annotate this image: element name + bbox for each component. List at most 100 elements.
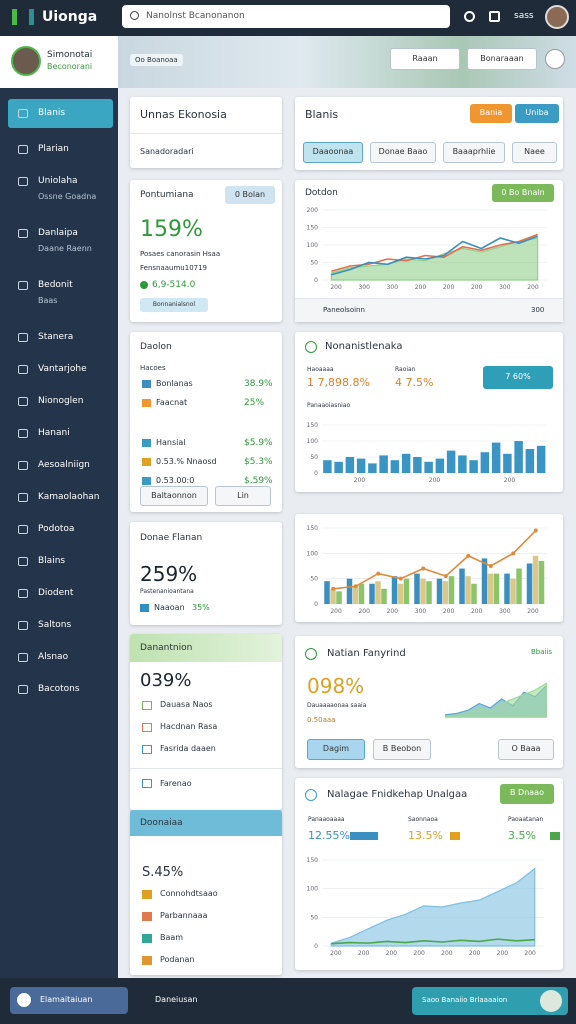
search-icon xyxy=(130,11,139,20)
list-header: Hacoes xyxy=(140,364,166,372)
button[interactable]: 7 60% xyxy=(483,366,553,389)
nav-item[interactable]: Nionoglen xyxy=(38,396,84,406)
icon xyxy=(305,789,317,801)
card-title: Danantnion xyxy=(140,643,193,653)
filter[interactable]: Raaan xyxy=(390,48,460,70)
nav-item[interactable]: Bedonit xyxy=(38,280,73,290)
nav-icon xyxy=(18,621,28,630)
row-icon xyxy=(142,477,151,485)
badge[interactable]: 0 Bolan xyxy=(225,186,275,204)
search-box[interactable]: Nanolnst Bcanonanon xyxy=(122,5,450,28)
button[interactable]: Baltaonnon xyxy=(140,486,208,506)
list-item[interactable]: Hacdnan Rasa xyxy=(160,722,218,731)
card-header xyxy=(130,634,282,662)
metric-label: Saonnaoa xyxy=(408,816,438,823)
button[interactable]: Uniba xyxy=(515,104,559,123)
stat: 6,9-514.0 xyxy=(152,280,196,290)
list-item[interactable]: Dauasa Naos xyxy=(160,700,213,709)
user[interactable]: sass xyxy=(514,11,534,21)
button[interactable]: 0 Bo Bnaln xyxy=(492,184,554,202)
list-item[interactable]: Baam xyxy=(160,933,184,942)
list-item[interactable]: Podanan xyxy=(160,955,195,964)
nav-item[interactable]: Bacotons xyxy=(38,684,80,694)
nav-item[interactable]: Vantarjohe xyxy=(38,364,87,374)
button[interactable]: Bonnanialsnol xyxy=(140,298,208,312)
metric-label: Raoian xyxy=(395,366,416,373)
button[interactable]: B Dnaao xyxy=(500,784,554,804)
header: Oo Boanoaa Raaan Bonaraaan xyxy=(118,36,576,88)
tag: Bbaiis xyxy=(531,648,553,656)
card-title: Doonaiaa xyxy=(140,818,183,828)
avatar[interactable] xyxy=(545,5,569,29)
icon[interactable] xyxy=(489,11,500,22)
nav-item[interactable]: Podotoa xyxy=(38,524,75,534)
nav-sub[interactable]: Ossne Goadna xyxy=(38,192,97,201)
row-label: Faacnat xyxy=(156,398,188,407)
icon xyxy=(142,779,152,788)
list-item[interactable]: Farenao xyxy=(160,779,192,788)
nav-item[interactable]: Alsnao xyxy=(38,652,69,662)
button[interactable]: Bania xyxy=(470,104,512,123)
button[interactable]: Elamaitaiuan xyxy=(10,987,128,1014)
button[interactable]: Saoo Banaiio Brlaaaaion xyxy=(412,987,568,1015)
nav-item[interactable]: Uniolaha xyxy=(38,176,78,186)
nav-icon xyxy=(18,109,28,118)
nav-item[interactable]: Stanera xyxy=(38,332,74,342)
tab[interactable]: Naee xyxy=(512,142,557,163)
nav-sub[interactable]: Daane Raenn xyxy=(38,244,92,253)
nav-item[interactable]: Plarian xyxy=(38,144,69,154)
row-label: Hansial xyxy=(156,438,186,447)
button[interactable]: O Baaa xyxy=(498,739,554,760)
topbar: Uionga Nanolnst Bcanonanon sass xyxy=(0,0,576,36)
list-item[interactable]: Parbannaaa xyxy=(160,911,208,920)
select[interactable]: 300 xyxy=(531,306,545,314)
nav-item[interactable]: Saltons xyxy=(38,620,72,630)
nav-item[interactable]: Kamaolaohan xyxy=(38,492,100,502)
card: Donae Flanan 259% Pastenanioantana Naaoa… xyxy=(130,522,282,625)
list-item[interactable]: Fasrida daaen xyxy=(160,744,216,753)
card-title: Nonanistlenaka xyxy=(325,341,403,352)
profile-name: Simonotai xyxy=(47,50,93,60)
nav-icon xyxy=(18,281,28,290)
row-icon xyxy=(142,380,151,388)
tab[interactable]: Daaoonaa xyxy=(303,142,363,163)
nav-item[interactable]: Diodent xyxy=(38,588,74,598)
logo-icon xyxy=(12,9,34,25)
button[interactable]: B Beobon xyxy=(373,739,431,760)
nav-sub[interactable]: Baas xyxy=(38,296,58,305)
text: Posaes canorasin Hsaa xyxy=(140,250,221,258)
nav-item[interactable]: Danlaipa xyxy=(38,228,78,238)
nav-item[interactable]: Hanani xyxy=(38,428,70,438)
settings-button[interactable] xyxy=(545,49,565,69)
card-title: Daolon xyxy=(140,342,172,352)
link[interactable]: Daneiusan xyxy=(155,995,198,1004)
row-value: $.59% xyxy=(244,476,273,486)
row-icon xyxy=(142,399,151,407)
stat-label: Naaoan xyxy=(154,603,185,612)
list-icon xyxy=(142,701,152,710)
metric-bar xyxy=(350,832,378,840)
button[interactable]: Dagim xyxy=(307,739,365,760)
icon[interactable] xyxy=(464,11,475,22)
logo: Uionga xyxy=(42,9,98,25)
button[interactable]: Lin xyxy=(215,486,271,506)
list-icon xyxy=(142,934,152,943)
nav-icon xyxy=(18,145,28,154)
tab[interactable]: Baaaprhlie xyxy=(443,142,505,163)
nav-item[interactable]: Aesoalniign xyxy=(38,460,90,470)
nav-item[interactable]: Blanis xyxy=(38,108,66,118)
filter[interactable]: Bonaraaan xyxy=(467,48,537,70)
nav-icon xyxy=(18,397,28,406)
big-value: 159% xyxy=(140,217,203,242)
stat-value: 35% xyxy=(192,603,210,612)
tab[interactable]: Donae Baao xyxy=(370,142,436,163)
profile-role: Beconorani xyxy=(47,62,93,71)
nav-item[interactable]: Blains xyxy=(38,556,66,566)
text: Fensnaaumu10719 xyxy=(140,264,208,272)
metric-value: 13.5% xyxy=(408,829,443,842)
card: Nonanistlenaka Haoaaaa 1 7,898.8% Raoian… xyxy=(295,332,563,492)
divider xyxy=(130,768,282,769)
list-item[interactable]: Connohdtsaao xyxy=(160,889,218,898)
nav-active[interactable] xyxy=(8,99,113,128)
row-icon xyxy=(142,458,151,466)
